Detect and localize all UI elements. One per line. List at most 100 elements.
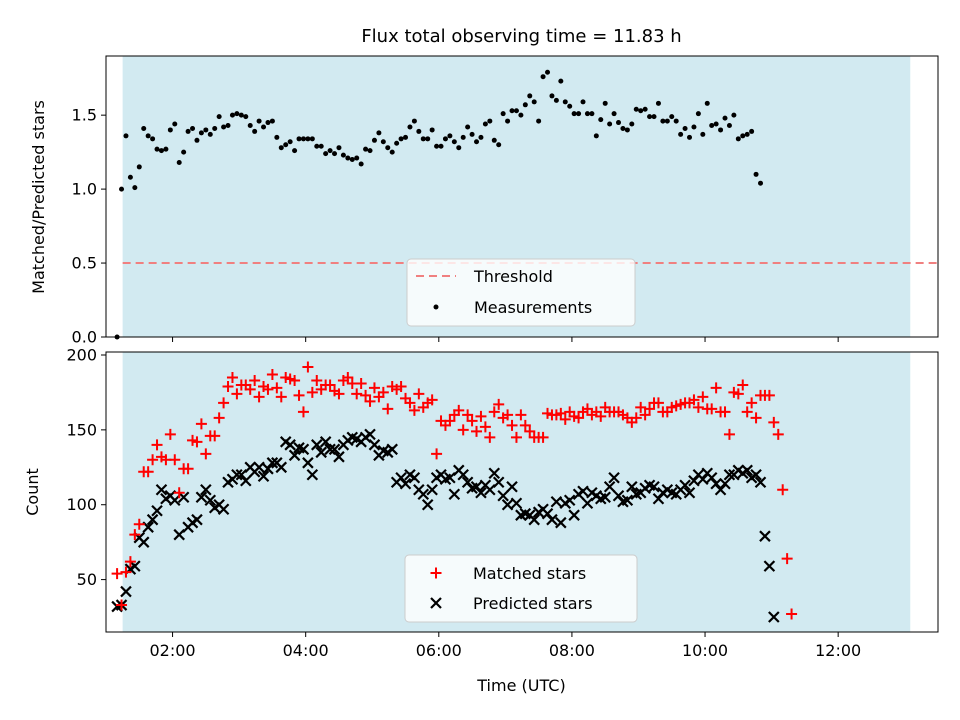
matched-star-marker — [226, 371, 238, 383]
x-tick-label: 10:00 — [682, 641, 728, 660]
predicted-star-marker — [155, 483, 168, 496]
measurement-point — [238, 112, 244, 118]
matched-legend-glyph — [430, 567, 442, 579]
predicted-star-marker — [315, 446, 327, 459]
top-y-ticks: 0.0 0.5 1.0 1.5 — [72, 106, 106, 347]
measurement-point — [376, 130, 382, 136]
predicted-star-marker — [506, 480, 518, 493]
matched-star-marker — [364, 395, 376, 407]
predicted-star-marker — [555, 516, 567, 529]
matched-star-marker — [723, 428, 735, 440]
matched-star-marker — [382, 403, 394, 415]
measurement-point — [695, 111, 701, 117]
matched-star-marker — [573, 412, 585, 424]
predicted-star-marker — [129, 560, 141, 572]
measurement-point — [136, 164, 142, 170]
measurement-point — [465, 124, 471, 130]
measurement-point — [216, 114, 222, 120]
matched-star-marker — [111, 568, 123, 580]
measurement-point — [735, 136, 741, 142]
measurement-point — [194, 137, 200, 143]
matched-star-marker — [559, 413, 571, 425]
top-axes-frame — [105, 55, 939, 338]
measurement-point — [518, 112, 524, 118]
measurement-point — [482, 121, 488, 127]
predicted-star-marker — [177, 491, 190, 504]
matched-star-marker — [275, 391, 287, 403]
matched-star-marker — [222, 380, 234, 392]
measurement-point — [593, 133, 599, 139]
predicted-star-marker — [550, 495, 563, 508]
matched-star-marker — [311, 374, 323, 386]
x-tick-label: 12:00 — [815, 641, 861, 660]
measurement-point — [687, 134, 693, 140]
measurement-point — [380, 139, 386, 145]
matched-star-marker — [408, 404, 420, 416]
predicted-star-marker — [719, 477, 731, 490]
matched-star-marker — [413, 388, 425, 400]
predicted-star-marker — [284, 439, 296, 451]
measurement-point — [460, 134, 466, 140]
measurements-legend-marker — [433, 304, 439, 310]
predicted-star-marker — [310, 439, 323, 451]
matched-star-marker — [124, 556, 136, 568]
measurement-point — [234, 111, 240, 117]
matched-star-marker — [293, 389, 305, 401]
predicted-star-marker — [231, 469, 243, 481]
matched-star-marker — [164, 428, 176, 440]
top-legend-box — [406, 258, 636, 327]
measurement-point — [340, 152, 346, 158]
measurement-point — [314, 143, 320, 149]
predicted-legend-label: Predicted stars — [473, 594, 593, 613]
predicted-star-marker — [475, 486, 487, 499]
predicted-star-marker — [528, 513, 540, 526]
measurement-point — [203, 127, 209, 133]
measurement-point — [274, 134, 280, 140]
measurement-point — [261, 124, 267, 130]
measurement-point — [545, 69, 551, 75]
measurement-point — [660, 118, 666, 124]
measurement-point — [225, 123, 231, 129]
matched-star-marker — [488, 406, 500, 418]
measurement-point — [185, 128, 191, 134]
measurement-point — [332, 151, 338, 157]
measurement-point — [567, 103, 573, 109]
measurement-point — [536, 118, 542, 124]
matched-star-marker — [120, 566, 132, 578]
predicted-star-marker — [759, 530, 771, 542]
measurement-point — [629, 121, 635, 127]
predicted-star-marker — [137, 536, 150, 548]
measurement-point — [429, 127, 435, 133]
matched-star-marker — [746, 397, 758, 409]
measurement-point — [726, 123, 732, 129]
bottom-legend-box — [404, 554, 638, 623]
matched-star-marker — [519, 419, 531, 431]
measurement-point — [456, 145, 462, 151]
matched-star-marker — [426, 394, 438, 406]
predicted-star-marker — [488, 467, 501, 480]
matched-star-marker — [706, 403, 718, 415]
measurement-point — [327, 148, 333, 154]
measurement-point — [678, 131, 684, 137]
measurement-point — [256, 118, 262, 124]
matched-star-marker — [173, 487, 185, 499]
matched-star-marker — [555, 407, 567, 419]
predicted-star-marker — [266, 457, 279, 469]
measurement-point — [278, 145, 284, 151]
predicted-star-marker — [142, 521, 154, 533]
y-tick-label: 50 — [77, 570, 97, 589]
matched-star-marker — [537, 431, 549, 443]
measurement-points — [114, 69, 764, 340]
matched-star-marker — [710, 382, 722, 394]
predicted-star-marker — [501, 498, 514, 511]
matched-star-marker — [506, 419, 518, 431]
measurement-point — [269, 118, 275, 124]
measurement-point — [602, 100, 608, 106]
matched-star-marker — [249, 374, 261, 386]
matched-star-marker — [639, 409, 651, 421]
predicted-star-marker — [723, 469, 736, 481]
measurement-point — [691, 124, 697, 130]
measurement-point — [478, 134, 484, 140]
matched-star-marker — [342, 371, 354, 383]
